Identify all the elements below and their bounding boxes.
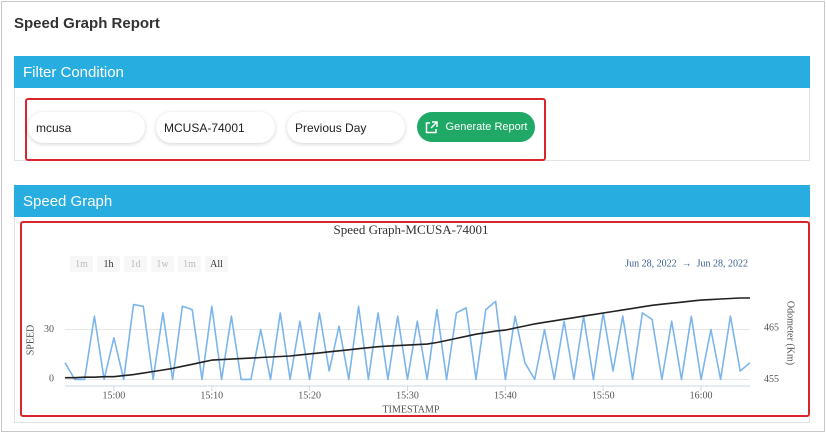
y2-tick-label: 455 [764, 374, 779, 385]
range-button[interactable] [124, 256, 147, 272]
page-title: Speed Graph Report [14, 15, 160, 32]
date-to: Jun 28, 2022 [697, 258, 748, 269]
date-separator: → [682, 258, 692, 269]
range-button-label: 1d [131, 259, 141, 270]
graph-header: Speed Graph [14, 185, 810, 217]
period-input[interactable]: Previous Day [287, 112, 405, 143]
range-button[interactable] [151, 256, 174, 272]
series-line [65, 297, 750, 379]
filter-header: Filter Condition [14, 56, 810, 88]
x-axis-label: TIMESTAMP [383, 404, 440, 415]
customer-input[interactable]: mcusa [28, 112, 145, 143]
range-button[interactable] [70, 256, 93, 272]
generate-button[interactable]: Generate Report [417, 112, 535, 142]
range-button-label: 1h [104, 259, 114, 270]
range-button[interactable] [97, 256, 120, 272]
x-tick-label: 15:10 [200, 390, 223, 401]
y-tick-label: 30 [44, 324, 54, 335]
range-button[interactable] [178, 256, 201, 272]
range-button-label: 1m [75, 259, 88, 270]
y-axis-label: SPEED [25, 325, 36, 356]
x-tick-label: 15:20 [298, 390, 321, 401]
date-from: Jun 28, 2022 [625, 258, 676, 269]
x-tick-label: 15:40 [494, 390, 517, 401]
y2-axis-label: Odometer (Km) [785, 301, 796, 365]
graph-highlight [20, 221, 810, 417]
y2-tick-label: 465 [764, 322, 779, 333]
y-tick-label: 0 [49, 374, 54, 385]
x-tick-label: 15:30 [396, 390, 419, 401]
range-button-label: 1m [183, 259, 196, 270]
x-tick-label: 16:00 [690, 390, 713, 401]
x-tick-label: 15:00 [103, 390, 126, 401]
filter-highlight [25, 98, 546, 161]
series-line [64, 300, 751, 381]
vehicle-input[interactable]: MCUSA-74001 [156, 112, 275, 143]
range-button[interactable] [205, 256, 228, 272]
external-icon [425, 120, 438, 133]
range-button-label: All [210, 259, 223, 270]
generate-label: Generate Report [445, 121, 528, 133]
chart-title: Speed Graph-MCUSA-74001 [334, 222, 489, 237]
x-tick-label: 15:50 [592, 390, 615, 401]
range-button-label: 1w [156, 259, 169, 270]
